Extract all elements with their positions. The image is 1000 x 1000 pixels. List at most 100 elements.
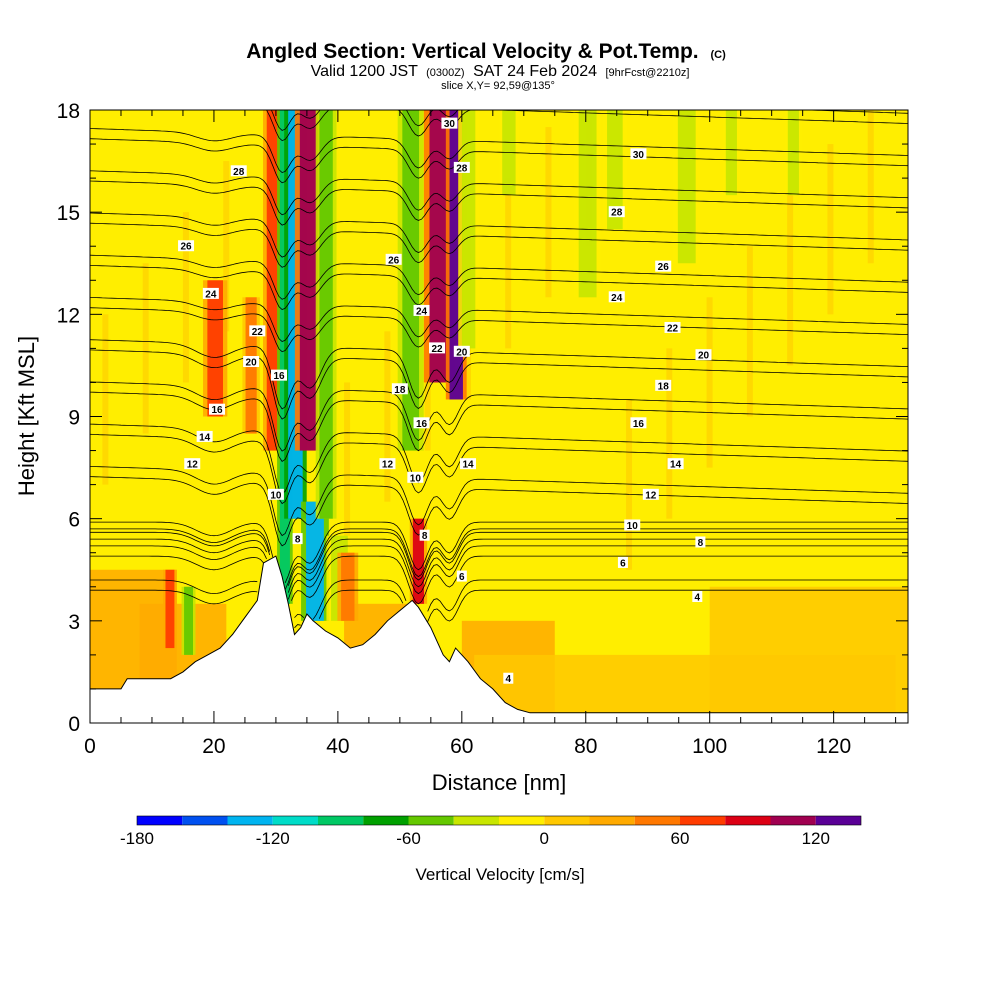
- y-tick-label: 6: [68, 509, 80, 532]
- velocity-streak: [827, 144, 834, 315]
- y-tick-label: 9: [68, 407, 80, 430]
- theta-contour: [90, 433, 908, 505]
- svg-text:16: 16: [273, 371, 285, 382]
- y-axis: 0 3 6 9 12 15 18: [57, 100, 908, 736]
- updraft-band: [203, 280, 228, 417]
- colorbar-tick-label: 120: [802, 829, 830, 848]
- contour-label: 22: [249, 325, 266, 338]
- svg-text:6: 6: [459, 572, 465, 583]
- updraft-band: [672, 110, 701, 264]
- theta-contour: [90, 170, 908, 216]
- theta-contours: [90, 110, 908, 629]
- colorbar-swatch: [589, 816, 635, 825]
- colorbar-tick-label: 60: [671, 829, 690, 848]
- contour-label: 16: [271, 369, 288, 382]
- colorbar-swatch: [770, 816, 816, 825]
- svg-text:12: 12: [382, 460, 394, 471]
- theta-contour: [90, 212, 908, 258]
- svg-text:8: 8: [698, 538, 704, 549]
- svg-text:28: 28: [456, 163, 468, 174]
- svg-text:10: 10: [410, 473, 422, 484]
- svg-text:28: 28: [233, 167, 245, 178]
- updraft-band: [722, 110, 741, 196]
- contour-label: 18: [655, 379, 672, 392]
- svg-text:20: 20: [456, 347, 468, 358]
- velocity-streak: [666, 348, 673, 519]
- colorbar-label: Vertical Velocity [cm/s]: [415, 865, 584, 884]
- x-tick-label: 0: [84, 735, 96, 758]
- theta-contour: [90, 466, 908, 537]
- x-tick-label: 100: [692, 735, 727, 758]
- updraft-band: [458, 110, 480, 349]
- colorbar-swatch: [453, 816, 499, 825]
- theta-contour: [90, 128, 908, 174]
- slice-info: slice X,Y= 92,59@135°: [441, 80, 555, 92]
- theta-contour: [90, 528, 908, 590]
- contour-label: 10: [407, 471, 424, 484]
- contour-label: 22: [429, 342, 446, 355]
- svg-text:4: 4: [506, 674, 512, 685]
- theta-contour: [90, 222, 908, 268]
- y-tick-label: 0: [68, 713, 80, 736]
- updraft-band: [337, 552, 359, 621]
- colorbar-swatch: [408, 816, 454, 825]
- y-axis-label: Height [Kft MSL]: [14, 336, 39, 496]
- x-tick-label: 60: [450, 735, 473, 758]
- velocity-patch: [709, 586, 908, 723]
- colorbar: [136, 815, 862, 826]
- colorbar-swatch: [634, 816, 680, 825]
- theta-contour: [90, 381, 908, 452]
- terrain: [90, 555, 908, 723]
- velocity-streak: [344, 382, 351, 553]
- velocity-streak: [706, 297, 713, 468]
- colorbar-swatch: [815, 816, 861, 825]
- svg-text:20: 20: [246, 358, 258, 369]
- theta-contour: [90, 254, 908, 300]
- theta-contour: [90, 180, 908, 226]
- contour-label: 28: [230, 165, 247, 178]
- colorbar-swatch: [363, 816, 409, 825]
- plot-area: 12 14 16 20 22 24 26 28 10 16 8 12 18 26 10 16 24 8 22 20 14…: [90, 110, 908, 723]
- contour-label: 10: [267, 488, 284, 501]
- theta-contour: [90, 391, 908, 462]
- contour-labels: 12 14 16 20 22 24 26 28 10 16 8 12 18 26 10 16 24 8 22 20 14…: [178, 117, 712, 685]
- contour-label: 14: [667, 458, 684, 471]
- colorbar-ticks: -180 -120 -60 0 60 120: [120, 829, 830, 848]
- svg-text:16: 16: [633, 419, 645, 430]
- svg-text:26: 26: [388, 255, 400, 266]
- updraft-band: [784, 110, 803, 196]
- contour-label: 8: [419, 529, 430, 542]
- contour-label: 24: [608, 291, 625, 304]
- contour-label: 6: [617, 556, 628, 569]
- theta-contour: [90, 138, 908, 184]
- y-tick-label: 18: [57, 100, 80, 123]
- x-tick-label: 120: [816, 735, 851, 758]
- theta-contour: [90, 423, 908, 494]
- theta-contour: [90, 538, 908, 593]
- svg-text:22: 22: [667, 323, 679, 334]
- x-tick-label: 40: [326, 735, 349, 758]
- theta-contour: [270, 110, 908, 131]
- contour-label: 26: [655, 260, 672, 273]
- colorbar-tick-label: -60: [396, 829, 421, 848]
- colorbar-tick-label: -180: [120, 829, 154, 848]
- contour-label: 30: [630, 148, 647, 161]
- contour-label: 20: [243, 356, 260, 369]
- theta-contour: [90, 297, 908, 342]
- theta-contour: [90, 265, 908, 310]
- theta-contour: [90, 476, 908, 547]
- svg-text:26: 26: [658, 262, 670, 273]
- updraft-band: [163, 569, 177, 649]
- svg-text:24: 24: [416, 306, 428, 317]
- contour-label: 24: [413, 304, 430, 317]
- colorbar-swatch: [137, 816, 183, 825]
- velocity-streak: [384, 331, 391, 502]
- contour-label: 28: [453, 161, 470, 174]
- contour-label: 8: [695, 536, 706, 549]
- svg-text:22: 22: [431, 344, 443, 355]
- colorbar-swatch: [272, 816, 318, 825]
- velocity-streak: [505, 178, 512, 349]
- theta-contour: [90, 531, 908, 586]
- contour-label: 26: [178, 240, 195, 253]
